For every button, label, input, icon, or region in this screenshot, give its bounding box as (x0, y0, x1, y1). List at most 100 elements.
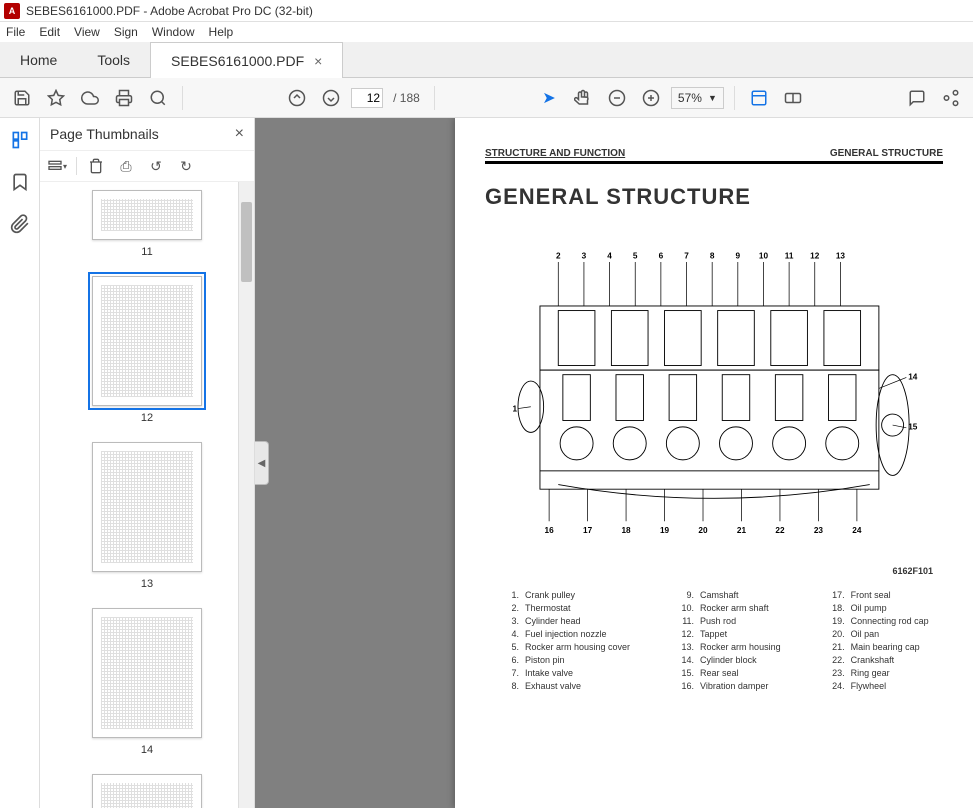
star-icon[interactable] (42, 84, 70, 112)
insert-page-icon[interactable]: ⎙ (115, 155, 137, 177)
toolbar: / 188 ➤ 57%▼ (0, 78, 973, 118)
thumbnails-rail-icon[interactable] (8, 128, 32, 152)
svg-text:21: 21 (737, 526, 747, 535)
read-mode-icon[interactable] (779, 84, 807, 112)
thumbnails-title: Page Thumbnails (50, 126, 159, 142)
parts-list-item: 23.Ring gear (831, 668, 929, 678)
separator (434, 86, 435, 110)
select-tool-icon[interactable]: ➤ (535, 84, 563, 112)
parts-list-item: 15.Rear seal (680, 668, 781, 678)
thumbnails-list[interactable]: 11 12 13 14 (40, 182, 254, 808)
parts-list-item: 3.Cylinder head (505, 616, 630, 626)
svg-text:1: 1 (512, 404, 517, 413)
doc-header-right: GENERAL STRUCTURE (830, 148, 943, 159)
menu-window[interactable]: Window (152, 25, 195, 39)
separator (734, 86, 735, 110)
parts-list-item: 11.Push rod (680, 616, 781, 626)
separator (182, 86, 183, 110)
parts-list-item: 7.Intake valve (505, 668, 630, 678)
svg-text:10: 10 (759, 251, 769, 260)
hand-tool-icon[interactable] (569, 84, 597, 112)
rotate-cw-icon[interactable]: ↻ (175, 155, 197, 177)
parts-list-item: 16.Vibration damper (680, 681, 781, 691)
thumbnails-scrollbar[interactable] (238, 182, 254, 808)
svg-text:5: 5 (633, 251, 638, 260)
svg-text:14: 14 (908, 372, 918, 381)
menu-edit[interactable]: Edit (39, 25, 60, 39)
zoom-in-icon[interactable] (637, 84, 665, 112)
menu-sign[interactable]: Sign (114, 25, 138, 39)
options-icon[interactable]: ▾ (46, 155, 68, 177)
svg-text:19: 19 (660, 526, 670, 535)
parts-list-item: 24.Flywheel (831, 681, 929, 691)
attachments-rail-icon[interactable] (8, 212, 32, 236)
parts-list-item: 13.Rocker arm housing (680, 642, 781, 652)
parts-list-item: 19.Connecting rod cap (831, 616, 929, 626)
tab-bar: Home Tools SEBES6161000.PDF × (0, 42, 973, 78)
page-number-input[interactable] (351, 88, 383, 108)
parts-list-item: 12.Tappet (680, 629, 781, 639)
thumbnail-item[interactable]: 11 (40, 190, 254, 258)
svg-text:9: 9 (736, 251, 741, 260)
svg-text:8: 8 (710, 251, 715, 260)
cloud-icon[interactable] (76, 84, 104, 112)
parts-list-item: 4.Fuel injection nozzle (505, 629, 630, 639)
window-title: SEBES6161000.PDF - Adobe Acrobat Pro DC … (26, 4, 313, 18)
page-view[interactable]: ◀ ◀ STRUCTURE AND FUNCTION GENERAL STRUC… (255, 118, 973, 808)
zoom-select[interactable]: 57%▼ (671, 87, 724, 109)
parts-list-item: 22.Crankshaft (831, 655, 929, 665)
parts-list-item: 1.Crank pulley (505, 590, 630, 600)
parts-list-item: 14.Cylinder block (680, 655, 781, 665)
svg-text:13: 13 (836, 251, 846, 260)
thumbnail-item[interactable] (40, 774, 254, 808)
close-tab-icon[interactable]: × (314, 53, 322, 69)
title-bar: A SEBES6161000.PDF - Adobe Acrobat Pro D… (0, 0, 973, 22)
parts-list-item: 20.Oil pan (831, 629, 929, 639)
collapse-left-icon[interactable]: ◀ (255, 441, 269, 485)
zoom-out-icon[interactable] (603, 84, 631, 112)
svg-text:17: 17 (583, 526, 593, 535)
parts-list-item: 18.Oil pump (831, 603, 929, 613)
svg-text:2: 2 (556, 251, 561, 260)
svg-text:23: 23 (814, 526, 824, 535)
svg-text:22: 22 (775, 526, 785, 535)
parts-list-item: 6.Piston pin (505, 655, 630, 665)
thumbnail-item[interactable]: 12 (40, 276, 254, 424)
thumbnail-item[interactable]: 14 (40, 608, 254, 756)
tab-home[interactable]: Home (0, 42, 77, 77)
page-total: / 188 (393, 91, 420, 105)
comment-icon[interactable] (903, 84, 931, 112)
share-icon[interactable] (937, 84, 965, 112)
svg-text:16: 16 (545, 526, 555, 535)
svg-text:6: 6 (659, 251, 664, 260)
parts-list-item: 10.Rocker arm shaft (680, 603, 781, 613)
close-panel-icon[interactable]: × (235, 125, 244, 143)
parts-list-item: 5.Rocker arm housing cover (505, 642, 630, 652)
engine-diagram: 2345678910111213 161718192021222324 (485, 228, 943, 558)
fit-width-icon[interactable] (745, 84, 773, 112)
save-icon[interactable] (8, 84, 36, 112)
delete-page-icon[interactable] (85, 155, 107, 177)
app-icon: A (4, 3, 20, 19)
svg-text:4: 4 (607, 251, 612, 260)
svg-text:15: 15 (908, 423, 918, 432)
menu-file[interactable]: File (6, 25, 25, 39)
menu-help[interactable]: Help (209, 25, 234, 39)
rotate-ccw-icon[interactable]: ↺ (145, 155, 167, 177)
svg-text:24: 24 (852, 526, 862, 535)
print-icon[interactable] (110, 84, 138, 112)
figure-number: 6162F101 (485, 566, 933, 576)
page-down-icon[interactable] (317, 84, 345, 112)
bookmarks-rail-icon[interactable] (8, 170, 32, 194)
page-up-icon[interactable] (283, 84, 311, 112)
tab-tools[interactable]: Tools (77, 42, 150, 77)
thumbnail-item[interactable]: 13 (40, 442, 254, 590)
svg-text:11: 11 (785, 251, 794, 260)
svg-text:12: 12 (810, 251, 820, 260)
document-page: STRUCTURE AND FUNCTION GENERAL STRUCTURE… (455, 118, 973, 808)
tab-document[interactable]: SEBES6161000.PDF × (150, 42, 343, 78)
find-icon[interactable] (144, 84, 172, 112)
menu-view[interactable]: View (74, 25, 100, 39)
menu-bar: File Edit View Sign Window Help (0, 22, 973, 42)
thumbnails-toolbar: ▾ ⎙ ↺ ↻ (40, 150, 254, 182)
